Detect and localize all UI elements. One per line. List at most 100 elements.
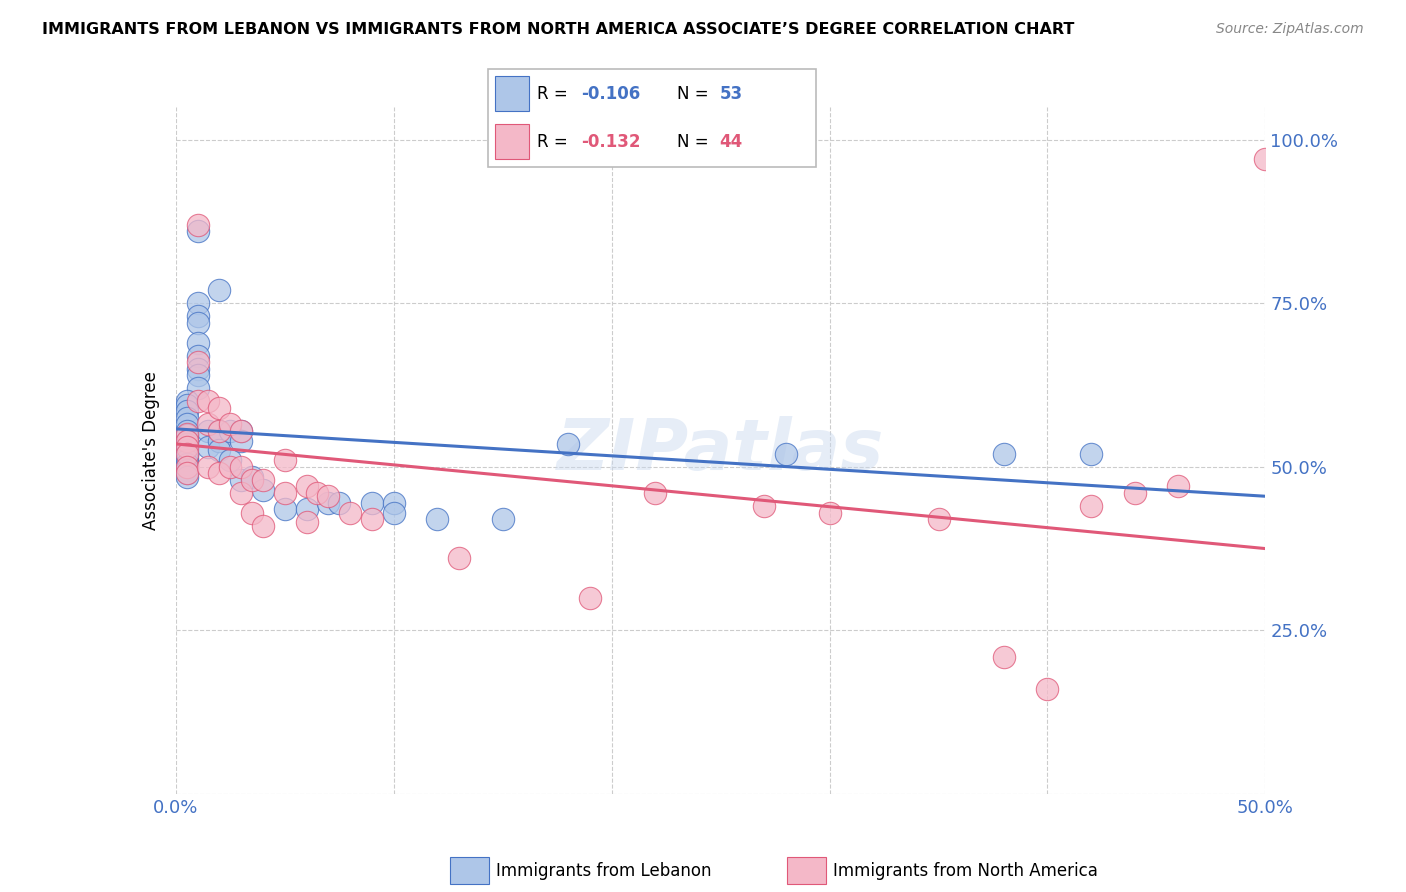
Point xyxy=(754,499,776,513)
Point xyxy=(176,410,198,425)
Point xyxy=(186,296,209,310)
Point xyxy=(186,335,209,350)
Point xyxy=(208,283,231,297)
Point xyxy=(339,506,361,520)
Point xyxy=(176,459,198,474)
Text: N =: N = xyxy=(678,85,714,103)
Point xyxy=(186,381,209,395)
Point xyxy=(186,394,209,409)
Point xyxy=(219,424,242,438)
Point xyxy=(197,440,219,454)
Point xyxy=(426,512,449,526)
Point xyxy=(328,496,350,510)
Point xyxy=(231,424,253,438)
Point xyxy=(219,453,242,467)
Point xyxy=(176,440,198,454)
Text: -0.132: -0.132 xyxy=(581,133,641,151)
Point xyxy=(557,437,579,451)
Point xyxy=(208,401,231,415)
Point xyxy=(447,551,470,566)
Point xyxy=(186,368,209,383)
Point xyxy=(176,467,198,481)
Text: R =: R = xyxy=(537,133,574,151)
Point xyxy=(274,453,297,467)
Point xyxy=(360,512,382,526)
Point xyxy=(231,434,253,448)
Text: 44: 44 xyxy=(720,133,742,151)
Text: 53: 53 xyxy=(720,85,742,103)
Point xyxy=(186,224,209,238)
Point xyxy=(231,459,253,474)
Point xyxy=(644,486,666,500)
Point xyxy=(176,428,198,442)
Point xyxy=(197,394,219,409)
FancyBboxPatch shape xyxy=(495,124,529,159)
Text: Immigrants from North America: Immigrants from North America xyxy=(832,862,1098,880)
Point xyxy=(240,469,263,483)
Point xyxy=(176,427,198,442)
Point xyxy=(231,424,253,438)
Point xyxy=(1254,153,1277,167)
Point xyxy=(176,459,198,474)
Point xyxy=(176,394,198,409)
Point xyxy=(382,506,405,520)
Point xyxy=(274,502,297,516)
Point xyxy=(176,404,198,418)
Point xyxy=(219,459,242,474)
Point xyxy=(274,486,297,500)
Point xyxy=(197,459,219,474)
Point xyxy=(176,424,198,438)
Point xyxy=(252,483,274,497)
FancyBboxPatch shape xyxy=(488,69,815,168)
Point xyxy=(176,443,198,458)
Y-axis label: Associate's Degree: Associate's Degree xyxy=(142,371,160,530)
Point xyxy=(186,361,209,376)
Point xyxy=(176,398,198,412)
Point xyxy=(176,457,198,471)
FancyBboxPatch shape xyxy=(495,76,529,111)
Point xyxy=(1080,499,1102,513)
Point xyxy=(219,417,242,432)
Point xyxy=(775,447,797,461)
Point xyxy=(252,518,274,533)
Point xyxy=(176,447,198,461)
Point xyxy=(176,434,198,448)
Point xyxy=(231,486,253,500)
Point xyxy=(1036,682,1059,697)
Point xyxy=(208,467,231,481)
Point xyxy=(186,349,209,363)
Point xyxy=(1080,447,1102,461)
Point xyxy=(1123,486,1146,500)
Point xyxy=(818,506,841,520)
Point xyxy=(307,486,329,500)
Point xyxy=(240,473,263,487)
Point xyxy=(360,496,382,510)
Point xyxy=(197,424,219,438)
Point xyxy=(176,463,198,477)
Text: -0.106: -0.106 xyxy=(581,85,641,103)
Point xyxy=(176,469,198,483)
Point xyxy=(176,434,198,448)
Point xyxy=(176,453,198,467)
Point xyxy=(197,417,219,432)
Point xyxy=(295,479,318,493)
Point xyxy=(993,447,1015,461)
FancyBboxPatch shape xyxy=(787,857,827,884)
Point xyxy=(208,434,231,448)
Point xyxy=(492,512,515,526)
Point xyxy=(295,516,318,530)
Point xyxy=(993,649,1015,664)
Point xyxy=(318,496,340,510)
Point xyxy=(186,355,209,369)
Text: Immigrants from Lebanon: Immigrants from Lebanon xyxy=(496,862,711,880)
Point xyxy=(318,489,340,503)
Point xyxy=(231,473,253,487)
Text: N =: N = xyxy=(678,133,714,151)
Point xyxy=(240,506,263,520)
Point xyxy=(208,424,231,438)
Point xyxy=(176,467,198,481)
Point xyxy=(579,591,602,605)
Point xyxy=(186,316,209,330)
Point xyxy=(295,502,318,516)
Point xyxy=(176,437,198,451)
